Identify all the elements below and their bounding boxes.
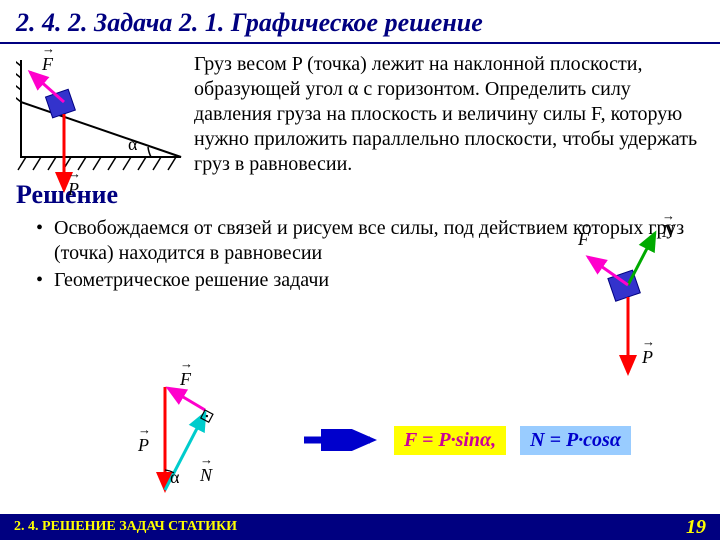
label-alpha: α: [128, 134, 137, 155]
problem-statement: Груз весом P (точка) лежит на наклонной …: [194, 52, 704, 202]
label-F: F: [42, 54, 53, 74]
label-F3: F: [180, 369, 191, 389]
footer-text: 2. 4. РЕШЕНИЕ ЗАДАЧ СТАТИКИ: [14, 519, 237, 535]
label-N2: N: [200, 465, 212, 485]
implies-arrow: [300, 429, 380, 451]
label-F2: F: [578, 229, 589, 249]
force-triangle: F P N α: [110, 375, 270, 505]
footer: 2. 4. РЕШЕНИЕ ЗАДАЧ СТАТИКИ 19: [0, 514, 720, 540]
title-bar: 2. 4. 2. Задача 2. 1. Графическое решени…: [0, 0, 720, 44]
page-title: 2. 4. 2. Задача 2. 1. Графическое решени…: [16, 8, 704, 38]
bottom-row: F P N α F = P·sinα, N = P·cosα: [0, 380, 720, 500]
incline-diagram: F P α: [16, 52, 186, 202]
label-P2: P: [642, 347, 653, 367]
label-P: P: [68, 179, 79, 199]
free-body-diagram: F N P: [560, 225, 690, 385]
formula-N: N = P·cosα: [520, 426, 631, 455]
page-number: 19: [686, 516, 706, 539]
formula-F: F = P·sinα,: [394, 426, 506, 455]
top-row: F P α Груз весом P (точка) лежит на накл…: [0, 44, 720, 202]
label-alpha2: α: [170, 467, 179, 488]
label-P3: P: [138, 435, 149, 455]
label-N: N: [662, 221, 674, 241]
